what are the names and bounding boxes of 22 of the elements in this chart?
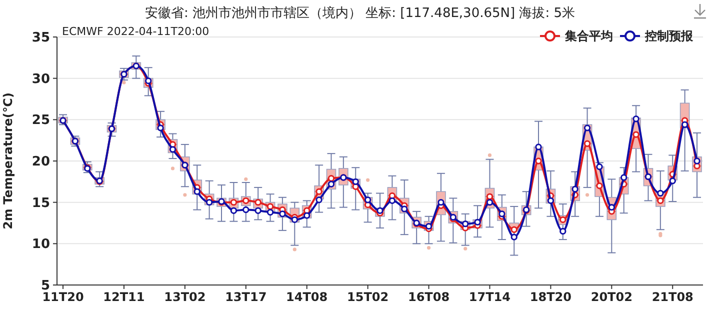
y-axis-title: 2m Temperature(℃)	[1, 92, 15, 230]
x-tick-label: 21T08	[652, 290, 694, 304]
x-tick-label: 14T08	[286, 290, 328, 304]
x-tick-label: 18T20	[530, 290, 572, 304]
x-tick-label: 17T14	[468, 290, 511, 304]
x-tick-label: 16T08	[408, 290, 450, 304]
legend-label: 集合平均	[564, 29, 613, 44]
y-tick-label: 10	[32, 237, 50, 252]
x-tick-label: 20T02	[590, 290, 632, 304]
y-tick-label: 15	[32, 196, 50, 211]
x-tick-label: 13T02	[164, 290, 206, 304]
y-tick-label: 25	[32, 113, 50, 128]
legend-label: 控制预报	[644, 29, 694, 44]
x-tick-label: 13T17	[225, 290, 267, 304]
x-tick-label: 15T02	[347, 290, 389, 304]
chart-title: 安徽省: 池州市池州市市辖区（境内） 坐标: [117.48E,30.65N] 海拔: 5米	[145, 5, 575, 21]
y-tick-label: 20	[32, 154, 50, 170]
x-tick-label: 12T11	[103, 290, 145, 304]
x-tick-label: 11T20	[42, 290, 84, 304]
chart-subtitle: ECMWF 2022-04-11T20:00	[62, 25, 210, 38]
y-tick-label: 35	[32, 30, 50, 46]
y-tick-label: 30	[32, 72, 50, 87]
